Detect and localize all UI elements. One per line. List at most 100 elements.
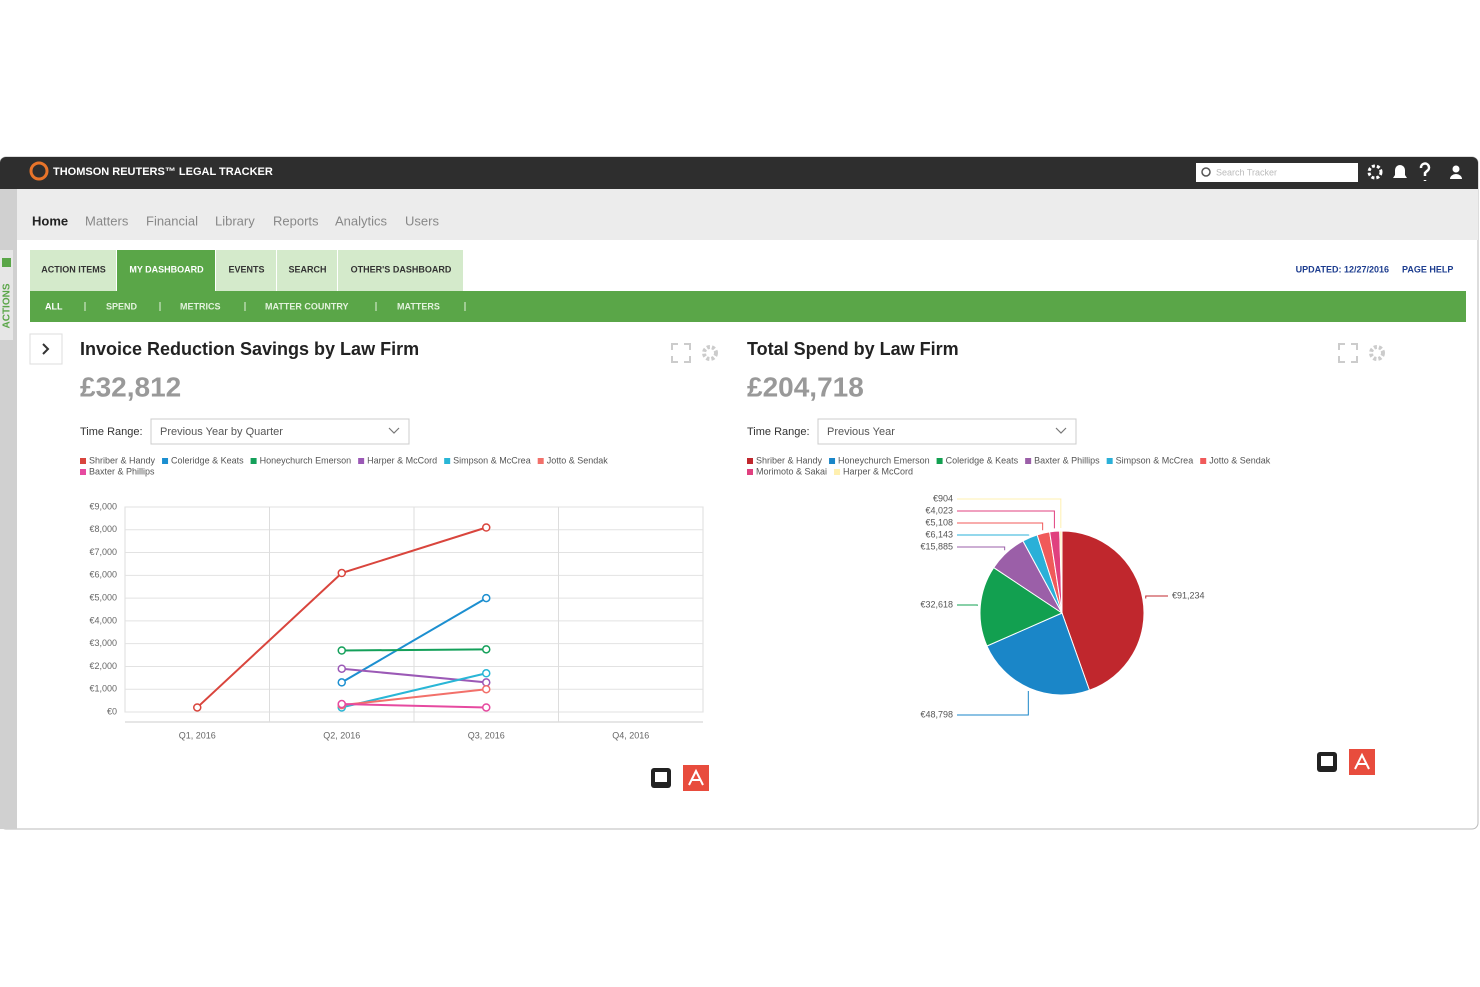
fullscreen-icon[interactable] — [671, 343, 691, 363]
sub-nav-link[interactable]: METRICS — [180, 301, 221, 311]
legend-swatch — [1025, 458, 1032, 464]
tab-label[interactable]: MY DASHBOARD — [129, 264, 204, 274]
data-point[interactable] — [193, 703, 202, 712]
time-range-select[interactable] — [150, 418, 410, 445]
nav-link[interactable]: Library — [215, 213, 255, 228]
tab[interactable] — [30, 250, 116, 291]
sidebar — [0, 189, 17, 829]
top-bar-fill — [0, 175, 1478, 189]
data-point[interactable] — [482, 523, 491, 532]
actions-tab[interactable] — [0, 250, 13, 340]
legend-swatch — [829, 458, 836, 464]
page-help[interactable]: PAGE HELP — [1402, 264, 1453, 274]
export-pdf-glyph — [1354, 752, 1370, 770]
pie-slice[interactable] — [1061, 530, 1145, 691]
legend-label: Harper & McCord — [843, 466, 913, 476]
legend-swatch — [80, 469, 86, 475]
legend-swatch — [1200, 458, 1207, 464]
series-line — [341, 703, 487, 709]
data-point[interactable] — [337, 699, 346, 709]
legend-label: Coleridge & Keats — [946, 455, 1019, 465]
y-tick-label: €7,000 — [89, 547, 117, 557]
data-point[interactable] — [337, 646, 346, 655]
series-line — [341, 688, 487, 707]
nav-link[interactable]: Reports — [273, 213, 319, 228]
series-line — [341, 597, 487, 684]
tab[interactable] — [117, 250, 215, 291]
sub-nav-link[interactable]: MATTER COUNTRY — [265, 301, 349, 311]
data-point[interactable] — [482, 703, 491, 712]
pie-slice[interactable] — [986, 612, 1091, 696]
export-image-inner — [1321, 756, 1333, 766]
settings-icon[interactable] — [1367, 164, 1383, 180]
data-point[interactable] — [337, 568, 346, 578]
sub-nav-link[interactable]: ALL — [45, 301, 63, 311]
nav-link[interactable]: Home — [32, 213, 68, 228]
tab[interactable] — [338, 250, 463, 291]
tab[interactable] — [216, 250, 276, 291]
brand[interactable]: THOMSON REUTERS™ LEGAL TRACKER — [53, 166, 273, 178]
updated-date: UPDATED: 12/27/2016 — [1296, 264, 1389, 274]
data-point[interactable] — [482, 678, 491, 687]
tab-label[interactable]: SEARCH — [288, 264, 326, 274]
slice-label: €32,618 — [920, 599, 953, 609]
nav-link[interactable]: Matters — [85, 213, 129, 228]
tab-label[interactable]: ACTION ITEMS — [41, 264, 106, 274]
x-tick-label: Q1, 2016 — [179, 730, 216, 740]
nav-link[interactable]: Users — [405, 213, 439, 228]
data-point[interactable] — [482, 669, 491, 678]
settings-icon[interactable] — [702, 345, 718, 361]
data-point[interactable] — [337, 664, 346, 673]
nav-link[interactable]: Analytics — [335, 213, 388, 228]
y-tick-label: €3,000 — [89, 638, 117, 648]
tab[interactable] — [277, 250, 337, 291]
legend-swatch — [537, 458, 544, 464]
leader-line — [957, 498, 1062, 529]
legend-label: Jotto & Sendak — [547, 455, 609, 465]
leader-line — [957, 691, 1029, 716]
search-box[interactable] — [1196, 163, 1358, 182]
select-chevron — [388, 427, 400, 434]
time-range-label: Time Range: — [80, 426, 143, 438]
sub-nav-link[interactable]: MATTERS — [397, 301, 440, 311]
chart-total: £204,718 — [747, 371, 864, 402]
slice-label: €904 — [933, 493, 953, 503]
legend-swatch — [936, 458, 943, 464]
actions-toggle[interactable] — [2, 258, 11, 267]
pie-slice[interactable] — [1059, 530, 1063, 614]
notifications-icon[interactable] — [1393, 165, 1407, 178]
data-point[interactable] — [482, 684, 491, 694]
y-tick-label: €2,000 — [89, 661, 117, 671]
export-pdf-glyph — [688, 768, 704, 786]
user-icon[interactable] — [1452, 165, 1460, 173]
help-icon[interactable] — [1419, 162, 1431, 181]
nav-link[interactable]: Financial — [146, 213, 198, 228]
legend-label: Simpson & McCrea — [1116, 455, 1194, 465]
search-placeholder: Search Tracker — [1216, 167, 1277, 177]
legend-label: Harper & McCord — [367, 455, 437, 465]
leader-line — [957, 522, 1044, 531]
leader-line — [1145, 595, 1168, 599]
time-range-value[interactable]: Previous Year by Quarter — [160, 426, 283, 438]
time-range-value[interactable]: Previous Year — [827, 426, 895, 438]
legend-label: Morimoto & Sakai — [756, 466, 827, 476]
legend-swatch — [80, 458, 86, 464]
pie-slice[interactable] — [979, 566, 1064, 647]
data-point[interactable] — [482, 593, 491, 603]
data-point[interactable] — [482, 645, 491, 654]
time-range-select[interactable] — [817, 418, 1077, 445]
legend-label: Honeychurch Emerson — [838, 455, 930, 465]
legend-label: Shriber & Handy — [89, 455, 156, 465]
data-point[interactable] — [337, 678, 346, 687]
x-tick-label: Q3, 2016 — [468, 730, 505, 740]
tab-label[interactable]: EVENTS — [228, 264, 264, 274]
expand-button[interactable] — [29, 333, 63, 365]
legend-swatch — [358, 458, 365, 464]
sub-nav-link[interactable]: SPEND — [106, 301, 138, 311]
settings-icon[interactable] — [1369, 345, 1385, 361]
chart-total: £32,812 — [80, 371, 181, 402]
legend-label: Honeychurch Emerson — [260, 455, 352, 465]
tab-label[interactable]: OTHER'S DASHBOARD — [351, 264, 452, 274]
fullscreen-icon[interactable] — [1338, 343, 1358, 363]
y-tick-label: €6,000 — [89, 570, 117, 580]
